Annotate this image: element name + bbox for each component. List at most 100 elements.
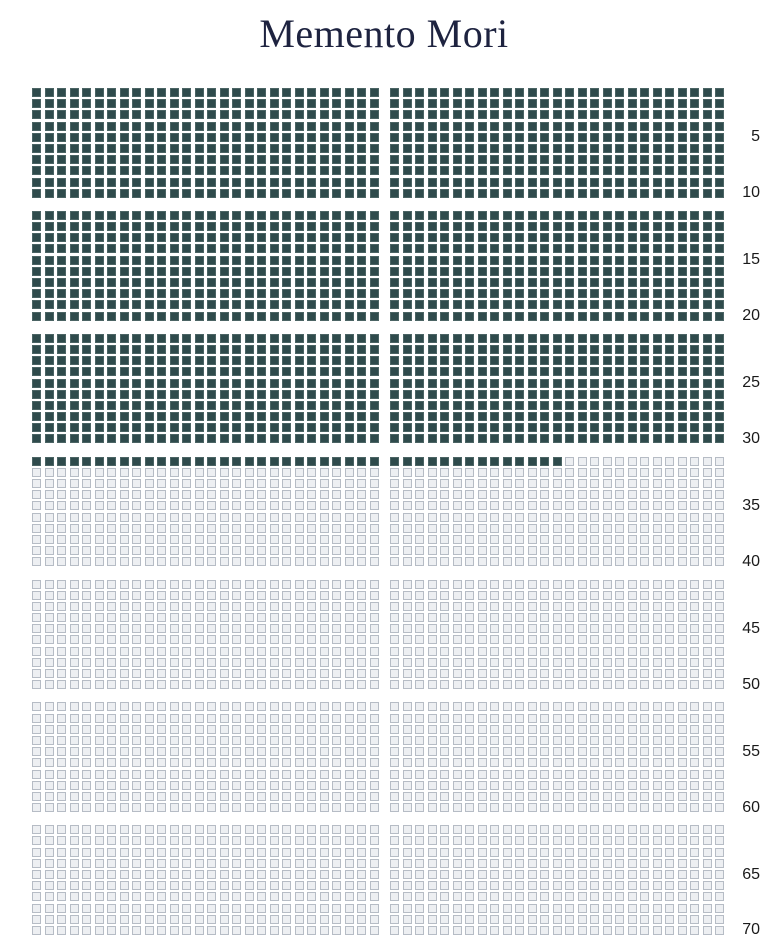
week-cell-empty — [69, 523, 79, 533]
week-cell-filled — [307, 210, 316, 220]
year-row — [0, 903, 768, 913]
week-cell-empty — [157, 858, 166, 868]
week-cell-empty — [32, 870, 41, 879]
week-cell-empty — [232, 780, 241, 790]
year-row — [0, 344, 768, 354]
week-cell-empty — [540, 702, 549, 712]
week-cell-empty — [402, 825, 412, 835]
week-cell-filled — [615, 88, 624, 97]
week-cell-filled — [194, 255, 204, 265]
week-cell-filled — [69, 344, 79, 354]
week-cell-filled — [44, 233, 54, 243]
week-cell-empty — [427, 791, 437, 801]
week-cell-empty — [69, 735, 79, 745]
week-cell-empty — [465, 669, 474, 678]
week-cell-empty — [652, 467, 662, 477]
week-cell-empty — [182, 501, 191, 511]
week-cell-empty — [357, 479, 366, 488]
row-right-half — [390, 769, 724, 779]
week-cell-filled — [390, 210, 399, 220]
week-cell-empty — [119, 613, 129, 623]
week-cell-empty — [207, 769, 216, 779]
week-cell-empty — [44, 847, 54, 857]
week-cell-filled — [207, 110, 216, 120]
week-cell-filled — [590, 110, 599, 120]
row-left-half — [32, 847, 379, 857]
week-cell-filled — [332, 300, 341, 310]
week-cell-filled — [332, 188, 341, 198]
week-cell-filled — [294, 400, 304, 410]
week-cell-empty — [440, 523, 449, 533]
week-cell-empty — [552, 657, 562, 667]
week-cell-empty — [57, 557, 66, 567]
week-cell-empty — [282, 791, 291, 801]
week-cell-empty — [257, 479, 266, 488]
week-cell-empty — [44, 613, 54, 623]
week-cell-filled — [490, 434, 499, 444]
week-cell-empty — [44, 903, 54, 913]
week-cell-filled — [269, 278, 279, 287]
week-cell-filled — [144, 99, 154, 109]
week-cell-filled — [369, 378, 379, 388]
week-cell-filled — [207, 222, 216, 232]
week-cell-filled — [157, 177, 166, 187]
week-cell-filled — [502, 434, 512, 444]
week-cell-filled — [257, 378, 266, 388]
week-cell-filled — [565, 255, 574, 265]
week-cell-empty — [194, 791, 204, 801]
week-cell-filled — [157, 166, 166, 176]
week-cell-empty — [402, 847, 412, 857]
week-cell-filled — [257, 412, 266, 422]
year-row — [0, 713, 768, 723]
year-axis-label: 25 — [742, 374, 760, 391]
week-cell-filled — [244, 456, 254, 466]
week-cell-empty — [540, 870, 549, 879]
week-cell-filled — [415, 300, 424, 310]
week-cell-empty — [715, 646, 724, 656]
week-cell-empty — [665, 825, 674, 835]
week-cell-filled — [627, 110, 637, 120]
week-cell-empty — [677, 847, 687, 857]
week-cell-filled — [157, 423, 166, 433]
week-cell-empty — [257, 680, 266, 690]
week-cell-filled — [182, 166, 191, 176]
week-cell-empty — [627, 903, 637, 913]
week-cell-filled — [652, 333, 662, 343]
week-cell-empty — [219, 825, 229, 835]
week-cell-filled — [452, 155, 462, 165]
week-cell-filled — [502, 233, 512, 243]
week-cell-filled — [515, 188, 524, 198]
week-cell-filled — [107, 333, 116, 343]
week-cell-filled — [627, 400, 637, 410]
week-cell-filled — [82, 434, 91, 444]
week-cell-empty — [515, 501, 524, 511]
week-cell-filled — [182, 110, 191, 120]
week-cell-filled — [665, 244, 674, 254]
week-cell-filled — [677, 99, 687, 109]
week-cell-empty — [390, 735, 399, 745]
week-cell-empty — [465, 769, 474, 779]
week-cell-filled — [119, 423, 129, 433]
week-cell-empty — [182, 657, 191, 667]
week-cell-empty — [565, 680, 574, 690]
week-cell-empty — [144, 747, 154, 757]
week-cell-empty — [269, 579, 279, 589]
week-cell-empty — [207, 590, 216, 600]
week-cell-empty — [269, 914, 279, 924]
week-cell-filled — [602, 278, 612, 287]
week-cell-empty — [452, 713, 462, 723]
week-cell-empty — [602, 523, 612, 533]
week-cell-filled — [427, 434, 437, 444]
week-cell-filled — [269, 289, 279, 299]
week-cell-filled — [282, 244, 291, 254]
week-cell-empty — [207, 747, 216, 757]
week-cell-filled — [157, 244, 166, 254]
year-row — [0, 210, 768, 220]
week-cell-empty — [207, 758, 216, 768]
week-cell-filled — [307, 266, 316, 276]
row-right-half — [390, 378, 724, 388]
week-cell-empty — [552, 579, 562, 589]
week-cell-filled — [269, 356, 279, 366]
week-cell-empty — [57, 534, 66, 544]
week-cell-filled — [219, 423, 229, 433]
